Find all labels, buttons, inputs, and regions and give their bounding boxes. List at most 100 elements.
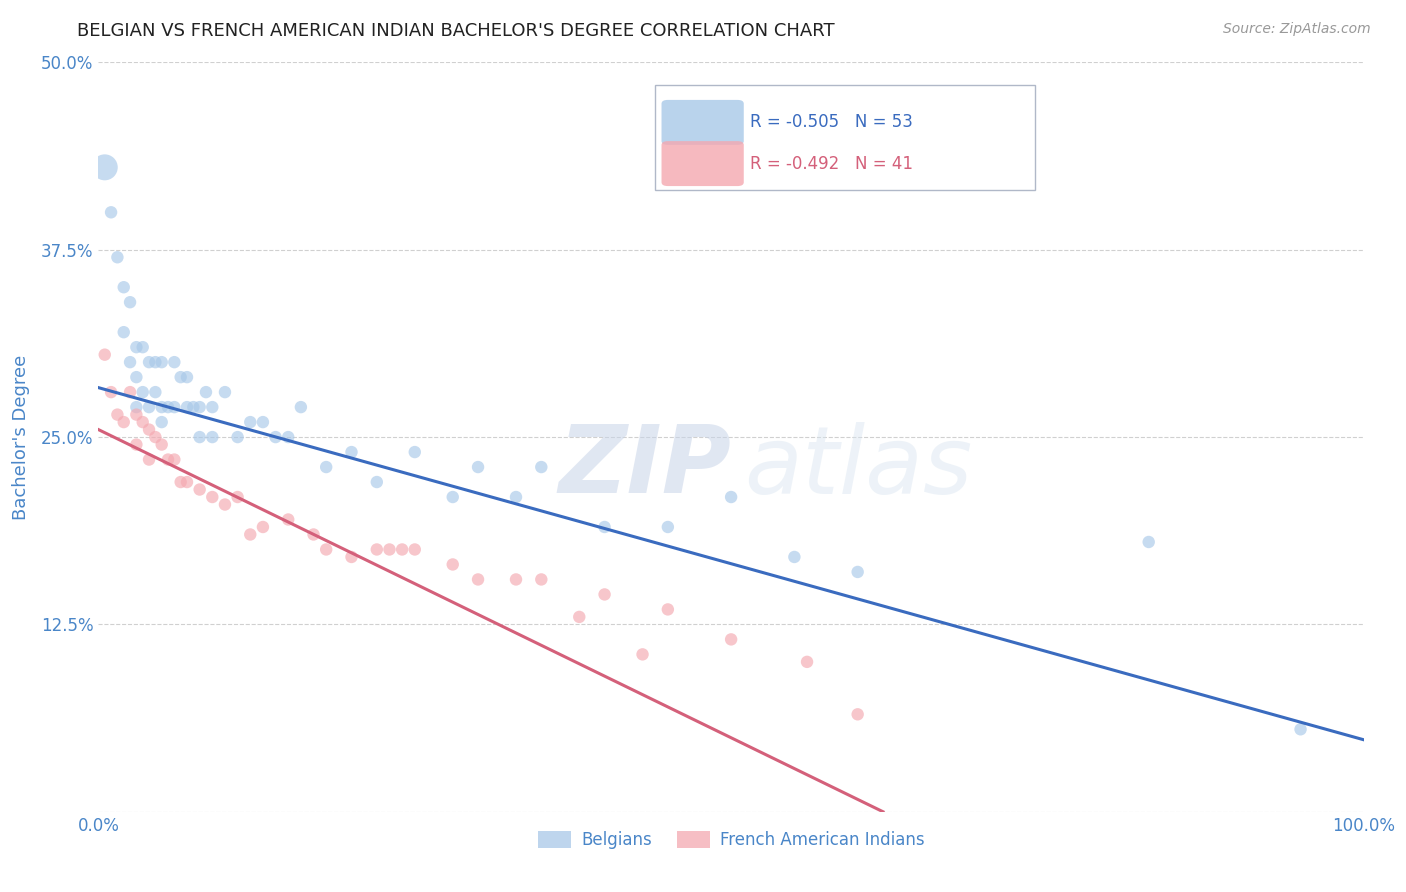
- Point: [391, 542, 413, 557]
- Point: [107, 250, 129, 264]
- Point: [145, 430, 166, 444]
- Point: [125, 408, 148, 422]
- Point: [657, 602, 679, 616]
- Point: [505, 490, 527, 504]
- Point: [404, 542, 426, 557]
- Text: atlas: atlas: [744, 422, 972, 513]
- Point: [657, 520, 679, 534]
- Point: [176, 370, 198, 384]
- Point: [201, 430, 224, 444]
- Point: [150, 400, 173, 414]
- Point: [112, 280, 135, 294]
- Point: [252, 415, 274, 429]
- Point: [846, 707, 869, 722]
- Point: [226, 490, 249, 504]
- Point: [290, 400, 312, 414]
- Point: [125, 400, 148, 414]
- Point: [340, 445, 363, 459]
- Point: [125, 437, 148, 451]
- Point: [183, 400, 205, 414]
- Point: [107, 408, 129, 422]
- Point: [138, 452, 160, 467]
- Point: [720, 490, 742, 504]
- Point: [176, 475, 198, 489]
- Point: [378, 542, 401, 557]
- Point: [145, 355, 166, 369]
- Point: [302, 527, 325, 541]
- Point: [120, 385, 141, 400]
- Point: [441, 558, 464, 572]
- Point: [568, 610, 591, 624]
- Point: [783, 549, 806, 564]
- Point: [277, 512, 299, 526]
- Point: [239, 415, 262, 429]
- Point: [169, 475, 191, 489]
- Point: [530, 573, 553, 587]
- Point: [441, 490, 464, 504]
- Point: [163, 400, 186, 414]
- Point: [226, 430, 249, 444]
- Point: [163, 452, 186, 467]
- Point: [252, 520, 274, 534]
- Point: [1289, 723, 1312, 737]
- Point: [201, 400, 224, 414]
- Point: [214, 498, 236, 512]
- Point: [239, 527, 262, 541]
- Point: [340, 549, 363, 564]
- Point: [366, 475, 388, 489]
- Point: [194, 385, 218, 400]
- Point: [188, 430, 211, 444]
- Point: [467, 460, 489, 475]
- Point: [176, 400, 198, 414]
- Point: [112, 325, 135, 339]
- Point: [132, 415, 155, 429]
- Point: [796, 655, 818, 669]
- Point: [157, 452, 180, 467]
- Point: [93, 348, 117, 362]
- Point: [201, 490, 224, 504]
- Point: [467, 573, 489, 587]
- Point: [530, 460, 553, 475]
- Point: [188, 483, 211, 497]
- Y-axis label: Bachelor's Degree: Bachelor's Degree: [11, 354, 30, 520]
- Point: [100, 205, 122, 219]
- Point: [138, 423, 160, 437]
- Point: [1137, 535, 1160, 549]
- Point: [120, 355, 141, 369]
- Point: [93, 161, 117, 175]
- Text: BELGIAN VS FRENCH AMERICAN INDIAN BACHELOR'S DEGREE CORRELATION CHART: BELGIAN VS FRENCH AMERICAN INDIAN BACHEL…: [77, 22, 835, 40]
- Legend: Belgians, French American Indians: Belgians, French American Indians: [531, 824, 931, 855]
- Point: [214, 385, 236, 400]
- Point: [169, 370, 191, 384]
- Point: [120, 295, 141, 310]
- Point: [100, 385, 122, 400]
- Point: [366, 542, 388, 557]
- Point: [315, 542, 337, 557]
- Point: [593, 520, 616, 534]
- FancyBboxPatch shape: [661, 100, 744, 145]
- Point: [125, 370, 148, 384]
- Point: [720, 632, 742, 647]
- Point: [188, 400, 211, 414]
- FancyBboxPatch shape: [655, 85, 1035, 190]
- Text: R = -0.492   N = 41: R = -0.492 N = 41: [751, 154, 912, 172]
- Point: [125, 340, 148, 354]
- Point: [631, 648, 654, 662]
- Point: [132, 340, 155, 354]
- Text: R = -0.505   N = 53: R = -0.505 N = 53: [751, 113, 912, 131]
- Point: [593, 587, 616, 601]
- Point: [505, 573, 527, 587]
- Point: [138, 400, 160, 414]
- Point: [150, 437, 173, 451]
- Point: [132, 385, 155, 400]
- Text: Source: ZipAtlas.com: Source: ZipAtlas.com: [1223, 22, 1371, 37]
- Point: [150, 355, 173, 369]
- Point: [404, 445, 426, 459]
- Text: ZIP: ZIP: [558, 421, 731, 513]
- Point: [138, 355, 160, 369]
- Point: [145, 385, 166, 400]
- Point: [277, 430, 299, 444]
- Point: [157, 400, 180, 414]
- Point: [846, 565, 869, 579]
- Point: [315, 460, 337, 475]
